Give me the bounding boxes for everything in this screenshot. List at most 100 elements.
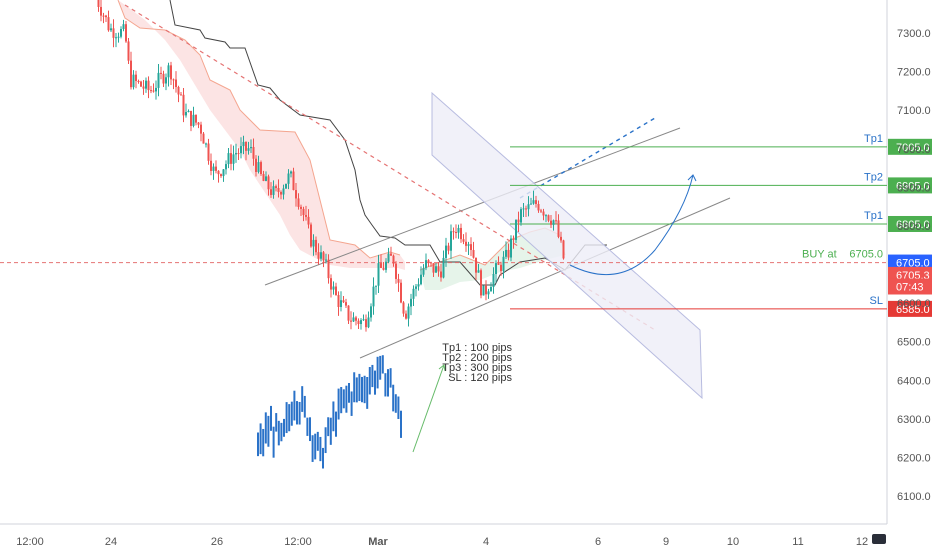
candle-body — [517, 219, 520, 223]
candle-body — [230, 153, 232, 164]
candle-body — [200, 124, 202, 134]
candle-body — [425, 260, 427, 269]
level-tag-label: 6585.0 — [896, 304, 930, 316]
y-tick-label: 6400.0 — [897, 375, 931, 387]
note-line-4: SL : 120 pips — [448, 372, 512, 384]
candle-body — [210, 160, 212, 171]
candle-body — [272, 186, 275, 195]
candle-body — [340, 300, 342, 307]
wedge-lower-line — [359, 197, 731, 359]
candle-body — [552, 220, 555, 225]
candle-body — [317, 252, 320, 259]
candle-body — [120, 28, 122, 37]
candle-body — [555, 220, 557, 222]
candle-body — [137, 80, 140, 82]
candle-body — [332, 286, 335, 290]
candle-body — [320, 252, 322, 259]
candle-body — [410, 298, 412, 307]
candle-body — [355, 317, 357, 321]
y-tick-label: 7300.0 — [897, 28, 931, 40]
candle-body — [132, 74, 135, 88]
candle-body — [322, 252, 325, 261]
candle-body — [225, 164, 227, 170]
ichimoku-cloud-bullish — [420, 228, 565, 290]
ichimoku-cloud-bearish — [118, 0, 405, 270]
candle-body — [282, 188, 285, 195]
candle-body — [222, 169, 225, 177]
candle-body — [500, 264, 502, 271]
candle-body — [117, 36, 120, 38]
candle-body — [102, 15, 105, 17]
candle-body — [432, 263, 435, 273]
candle-body — [277, 188, 280, 192]
buy-level-text: BUY at — [802, 249, 837, 261]
candle-body — [135, 74, 137, 81]
candle-body — [220, 174, 222, 177]
candle-body — [540, 210, 542, 212]
candle-body — [190, 110, 192, 126]
candle-body — [342, 300, 345, 303]
y-tick-label: 6500.0 — [897, 337, 931, 349]
candle-body — [202, 133, 205, 144]
candle-body — [125, 24, 127, 42]
candle-body — [295, 190, 297, 199]
candle-body — [362, 319, 365, 321]
candle-body — [412, 288, 415, 299]
candle-body — [260, 162, 262, 174]
candle-body — [525, 208, 527, 210]
y-tick-label: 6200.0 — [897, 452, 931, 464]
candle-body — [537, 203, 540, 211]
candle-body — [100, 6, 102, 16]
candle-body — [162, 73, 165, 84]
candle-body — [165, 77, 167, 84]
candle-body — [297, 198, 300, 207]
level-name-sl: SL — [870, 295, 883, 307]
kijun-line — [169, 0, 607, 286]
candle-body — [265, 176, 267, 181]
candle-body — [445, 245, 447, 258]
candle-body — [105, 15, 107, 18]
candle-body — [485, 285, 487, 295]
candle-body — [185, 112, 187, 116]
projected-bars — [257, 355, 402, 469]
y-tick-label: 6300.0 — [897, 414, 931, 426]
y-tick-label: 6600.0 — [897, 298, 931, 310]
x-tick-label: 4 — [483, 536, 489, 548]
candle-body — [235, 153, 237, 155]
candle-body — [372, 286, 375, 307]
candle-body — [115, 37, 117, 39]
candle-body — [302, 208, 305, 216]
level-tag-bg — [888, 177, 932, 194]
candle-body — [545, 215, 547, 217]
candle-body — [212, 166, 215, 171]
x-tick-label: Mar — [368, 536, 388, 548]
candle-body — [450, 231, 452, 251]
candle-body — [490, 287, 492, 292]
green-arrow-head — [438, 364, 446, 372]
candle-body — [482, 285, 485, 296]
candle-body — [360, 320, 362, 325]
level-name-tp2: Tp2 — [864, 171, 883, 183]
candle-body — [122, 24, 125, 29]
candle-body — [170, 65, 172, 80]
candle-body — [305, 215, 307, 217]
candle-body — [405, 313, 407, 319]
candle-body — [240, 146, 242, 154]
x-axis: 12:00 24 26 12:00 Mar 4 6 9 10 11 12 — [16, 536, 868, 548]
candle-body — [497, 263, 500, 265]
green-projection-arrow — [412, 364, 445, 453]
candle-body — [192, 114, 195, 126]
candle-body — [460, 227, 462, 240]
candle-body — [377, 263, 380, 286]
y-tick-label: 7100.0 — [897, 105, 931, 117]
candle-body — [447, 245, 450, 251]
candle-body — [107, 17, 110, 31]
candle-body — [487, 291, 490, 295]
candle-body — [325, 259, 327, 261]
candle-body — [110, 28, 112, 31]
candle-body — [470, 244, 472, 251]
candle-body — [167, 65, 170, 78]
candle-body — [175, 79, 177, 88]
